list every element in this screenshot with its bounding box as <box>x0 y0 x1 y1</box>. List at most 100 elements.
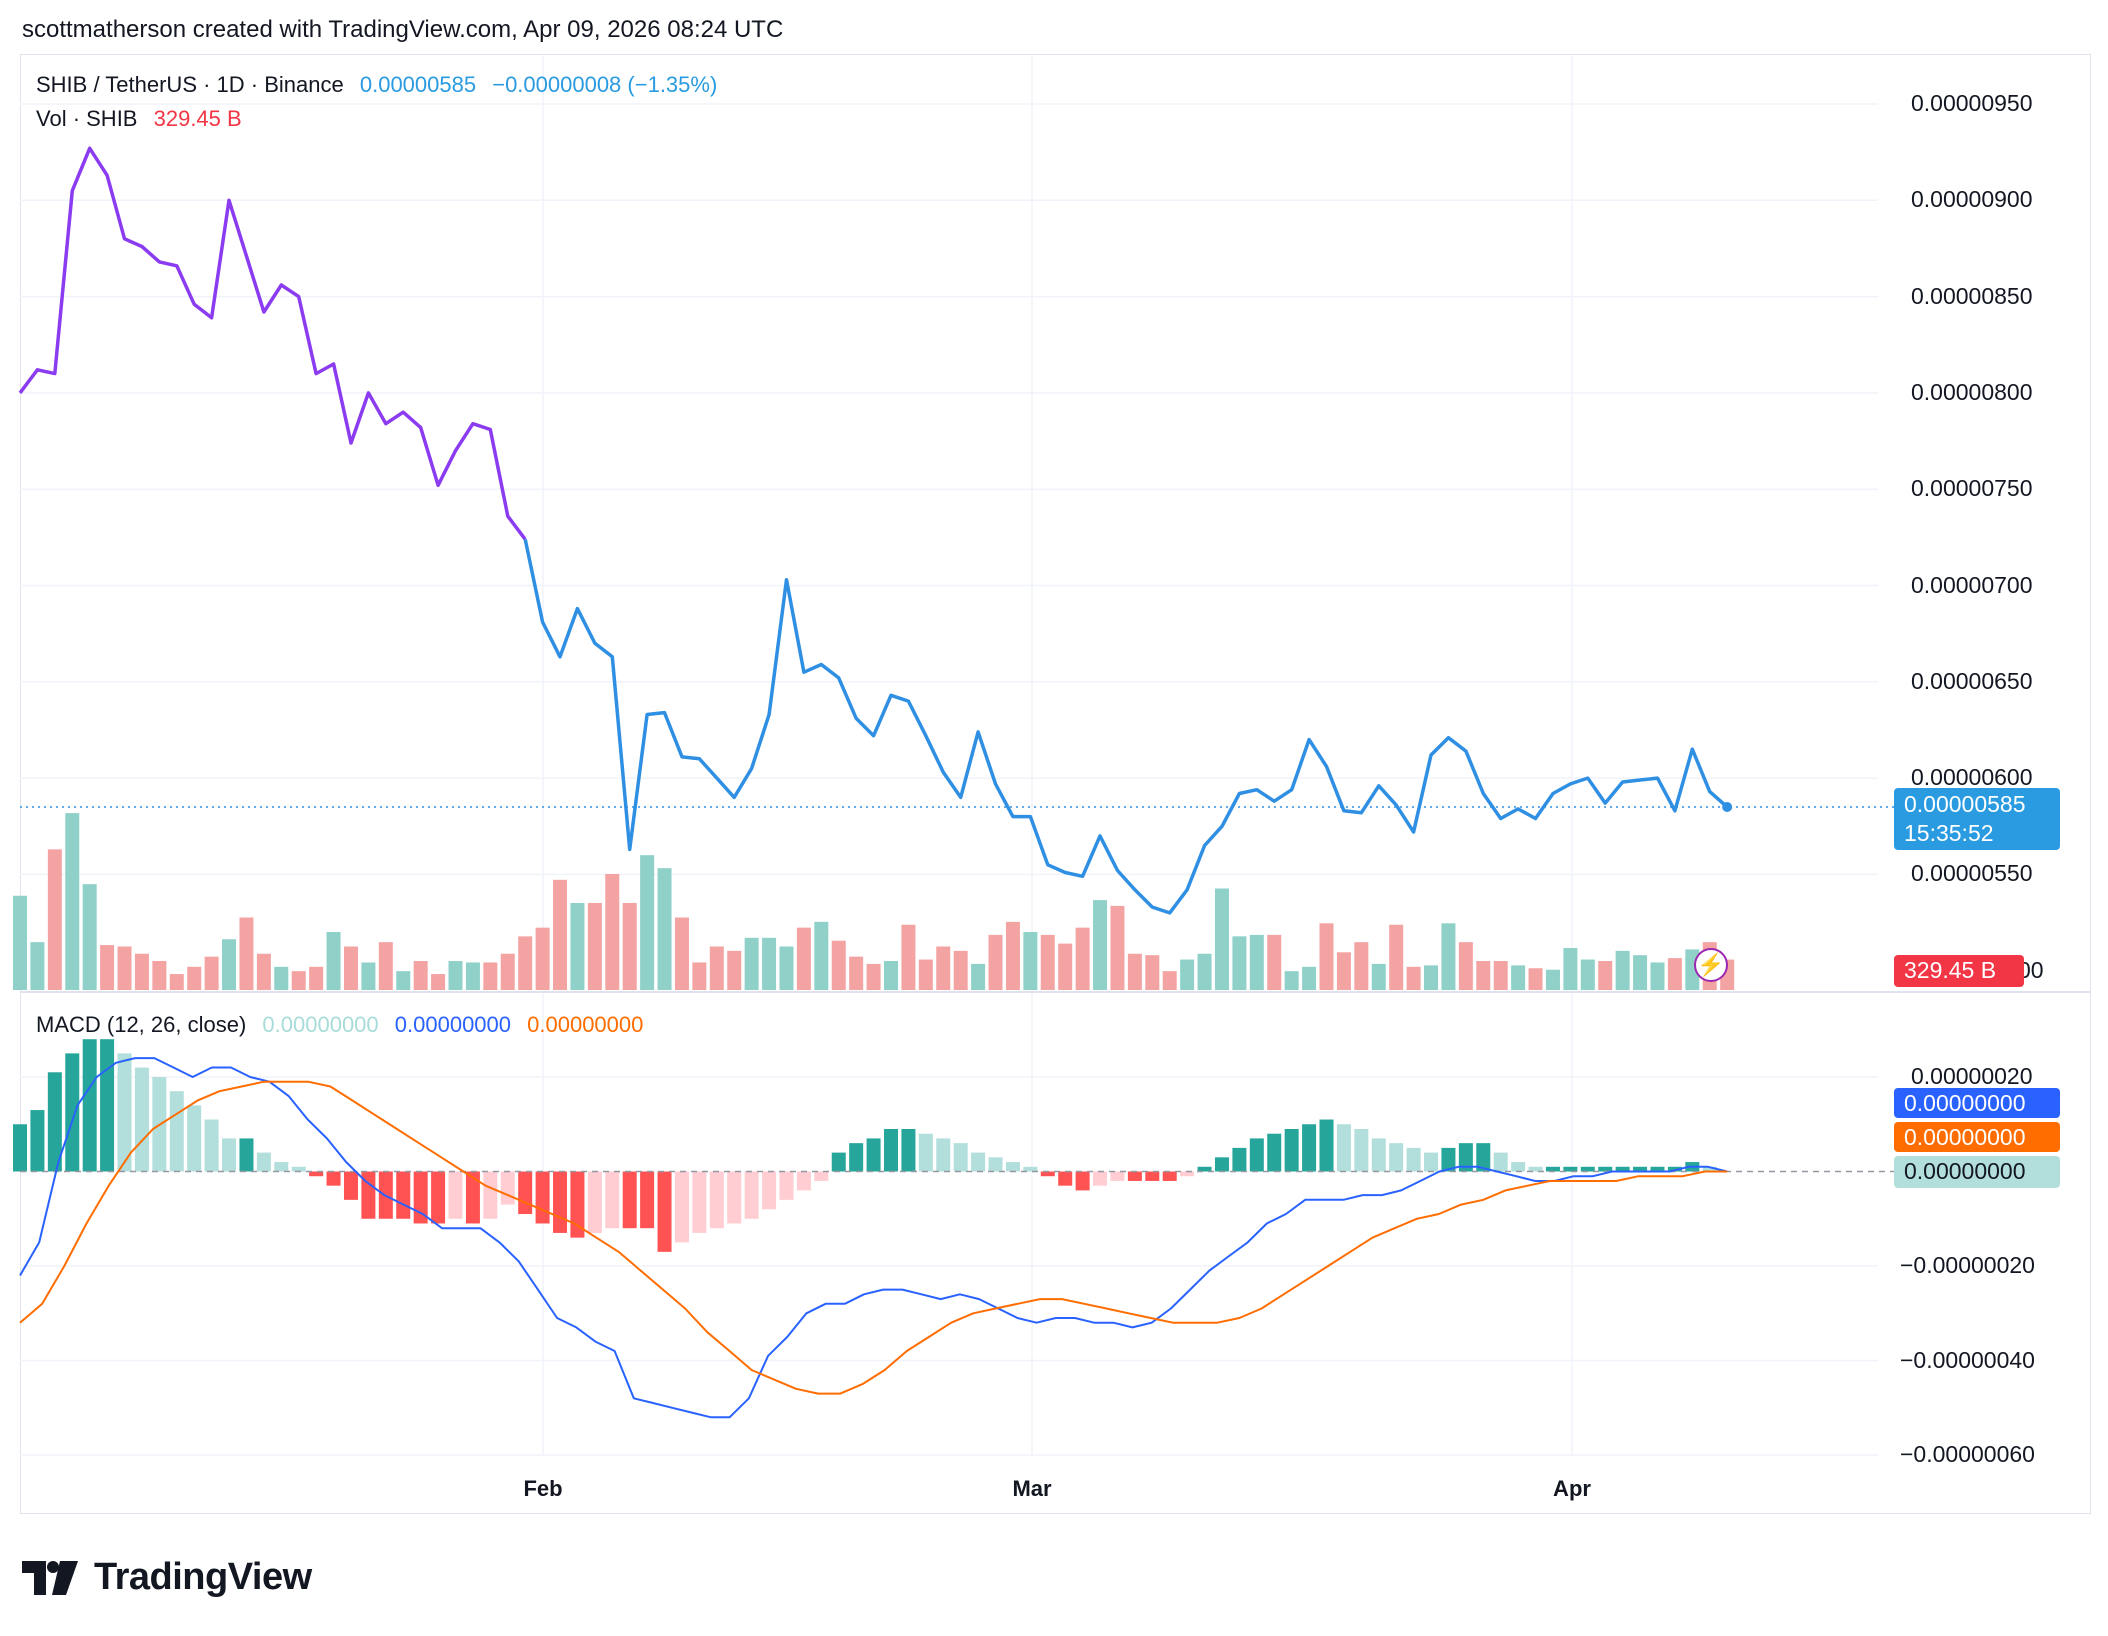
price-axis-label: 0.00000950 <box>1911 90 2033 116</box>
macd-histogram-bar <box>831 1152 846 1172</box>
volume-value: 329.45 B <box>153 106 242 131</box>
macd-axis-label: −0.00000040 <box>1900 1346 2035 1373</box>
last-price-dot <box>1722 801 1733 812</box>
volume-bar <box>378 942 393 990</box>
volume-bar <box>1319 923 1334 990</box>
volume-bar <box>1127 953 1142 990</box>
volume-bar <box>187 966 202 990</box>
macd-histogram-bar <box>1354 1128 1369 1172</box>
volume-bar <box>1598 961 1613 990</box>
last-price-tag-value: 0.00000585 <box>1904 791 2026 817</box>
volume-bar <box>309 966 324 990</box>
macd-label: MACD (12, 26, close) <box>36 1012 247 1037</box>
price-axis-label: 0.00000750 <box>1911 475 2033 502</box>
volume-bar <box>587 903 602 990</box>
volume-bar <box>1302 966 1317 990</box>
last-price-tag: 0.00000585 15:35:52 <box>1894 788 2060 850</box>
macd-histogram-bar <box>1319 1119 1334 1172</box>
macd-hist-tag: 0.00000000 <box>1894 1156 2060 1188</box>
macd-histogram-bar <box>1267 1133 1282 1172</box>
volume-bar <box>1005 921 1020 990</box>
macd-histogram-bar <box>1075 1171 1090 1191</box>
volume-bar <box>1197 953 1212 990</box>
tradingview-logo[interactable]: TradingView <box>22 1556 312 1599</box>
volume-bar <box>100 945 115 990</box>
macd-histogram-bar <box>884 1128 898 1172</box>
macd-histogram-bar <box>1493 1152 1508 1172</box>
volume-bar <box>1650 962 1665 990</box>
volume-bar <box>831 940 846 990</box>
macd-histogram-bar <box>971 1152 986 1172</box>
macd-histogram-bar <box>222 1138 237 1172</box>
macd-histogram-bar <box>1180 1171 1195 1177</box>
volume-bar <box>1058 943 1073 990</box>
macd-line <box>19 1057 1728 1419</box>
volume-bar <box>884 961 898 990</box>
macd-histogram-bar <box>30 1110 45 1172</box>
gridlines <box>20 56 2091 1456</box>
volume-bar <box>204 956 219 990</box>
time-axis-label: Feb <box>523 1476 563 1501</box>
volume-bar <box>1110 905 1125 990</box>
volume-bar <box>709 946 724 990</box>
volume-bar <box>796 927 811 990</box>
macd-histogram-bar <box>134 1067 149 1172</box>
volume-bar <box>291 971 306 990</box>
volume-bar <box>518 936 533 990</box>
volume-bar <box>553 879 568 990</box>
volume-bar <box>82 884 97 990</box>
macd-histogram-bar <box>1040 1171 1055 1177</box>
volume-bar <box>239 917 254 990</box>
macd-histogram-bar <box>622 1171 637 1229</box>
volume-bar <box>1336 952 1351 990</box>
signal-line <box>19 1080 1728 1395</box>
macd-histogram-bar <box>309 1171 324 1177</box>
volume-bar <box>901 924 916 990</box>
macd-legend: MACD (12, 26, close) 0.00000000 0.000000… <box>36 1012 653 1038</box>
volume-bar <box>431 974 446 990</box>
macd-line-value: 0.00000000 <box>394 1012 512 1037</box>
macd-histogram-bar <box>1232 1147 1247 1172</box>
macd-histogram-bar <box>1563 1166 1578 1172</box>
volume-bar <box>256 953 271 990</box>
volume-bar <box>65 813 80 990</box>
macd-histogram-bar <box>1127 1171 1142 1181</box>
macd-histogram-bar <box>1702 1166 1717 1172</box>
volume-bar <box>448 961 463 990</box>
volume-tag: 329.45 B <box>1894 955 2024 987</box>
volume-bar <box>13 895 27 990</box>
volume-bar <box>762 937 777 990</box>
macd-histogram-bar <box>431 1171 446 1224</box>
macd-histogram-bar <box>1633 1166 1648 1172</box>
volume-bars <box>13 813 1735 990</box>
volume-bar <box>936 946 951 990</box>
macd-histogram-bar <box>1249 1138 1264 1172</box>
macd-histogram-bar <box>535 1171 550 1224</box>
macd-histogram-bar <box>396 1171 411 1219</box>
volume-bar <box>849 956 864 990</box>
macd-axis-label: −0.00000060 <box>1900 1441 2035 1467</box>
price-axis-label: 0.00000650 <box>1911 667 2033 694</box>
volume-bar <box>971 963 986 990</box>
macd-histogram-bar <box>1441 1147 1456 1172</box>
volume-bar <box>535 927 550 990</box>
volume-bar <box>953 950 968 990</box>
lightning-icon[interactable]: ⚡ <box>1694 948 1728 982</box>
volume-bar <box>744 937 759 990</box>
macd-histogram-bar <box>291 1166 306 1172</box>
macd-axis-label: 0.00000020 <box>1911 1063 2033 1089</box>
chart-frame <box>20 54 2091 1514</box>
volume-bar <box>1093 900 1108 990</box>
volume-bar <box>1633 955 1648 990</box>
volume-bar <box>117 946 132 990</box>
macd-line-tag: 0.00000000 <box>1894 1088 2060 1118</box>
volume-bar <box>413 961 428 990</box>
time-axis-label: Mar <box>1012 1476 1052 1501</box>
macd-histogram-bar <box>1093 1171 1108 1186</box>
volume-bar <box>988 934 1003 990</box>
tradingview-mark-icon <box>22 1560 78 1595</box>
volume-bar <box>622 903 637 990</box>
volume-bar <box>465 962 480 990</box>
volume-bar <box>1493 961 1508 990</box>
volume-bar <box>1389 924 1404 990</box>
